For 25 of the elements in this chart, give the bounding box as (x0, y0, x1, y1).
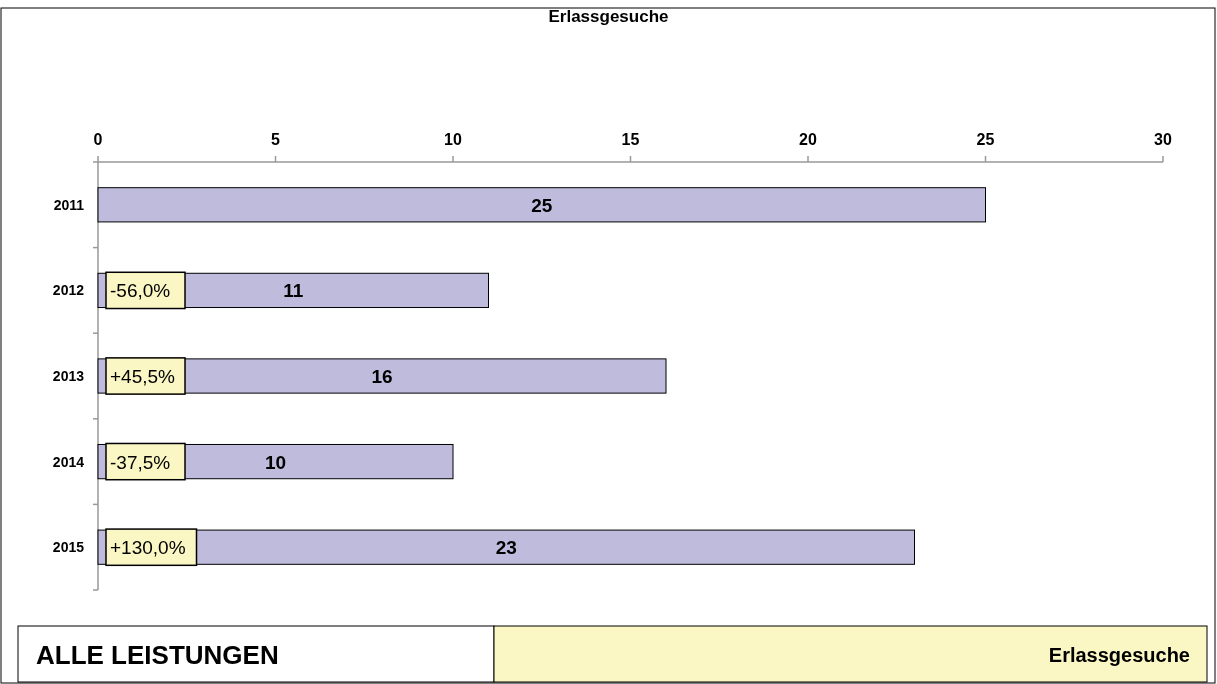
x-tick-label: 15 (621, 131, 640, 148)
x-tick-label: 20 (799, 131, 817, 148)
chart-title: Erlassgesuche (548, 7, 669, 26)
annotation: +130,0% (110, 537, 186, 559)
annotation: +45,5% (110, 366, 176, 387)
x-tick-label: 25 (976, 131, 995, 148)
x-tick-label: 30 (1154, 131, 1172, 148)
bar (97, 187, 986, 223)
text: Erlassgesuche (1048, 644, 1190, 666)
data-label: 25 (531, 194, 553, 216)
x-tick-label: 5 (271, 131, 281, 148)
annotation: -37,5% (110, 451, 171, 473)
data-label: 10 (264, 451, 287, 473)
y-tick-label: 2014 (52, 453, 85, 470)
data-label: 16 (371, 366, 393, 387)
data-label: 23 (495, 537, 517, 559)
x-tick-label: 10 (444, 131, 462, 148)
annotation: -56,0% (110, 280, 171, 302)
x-tick-label: 0 (93, 131, 103, 148)
y-tick-label: 2013 (52, 368, 85, 384)
y-tick-label: 2015 (52, 539, 85, 556)
text: ALLE LEISTUNGEN (36, 640, 279, 670)
data-label: 11 (283, 280, 304, 302)
y-tick-label: 2011 (53, 196, 85, 213)
y-tick-label: 2012 (52, 282, 85, 299)
